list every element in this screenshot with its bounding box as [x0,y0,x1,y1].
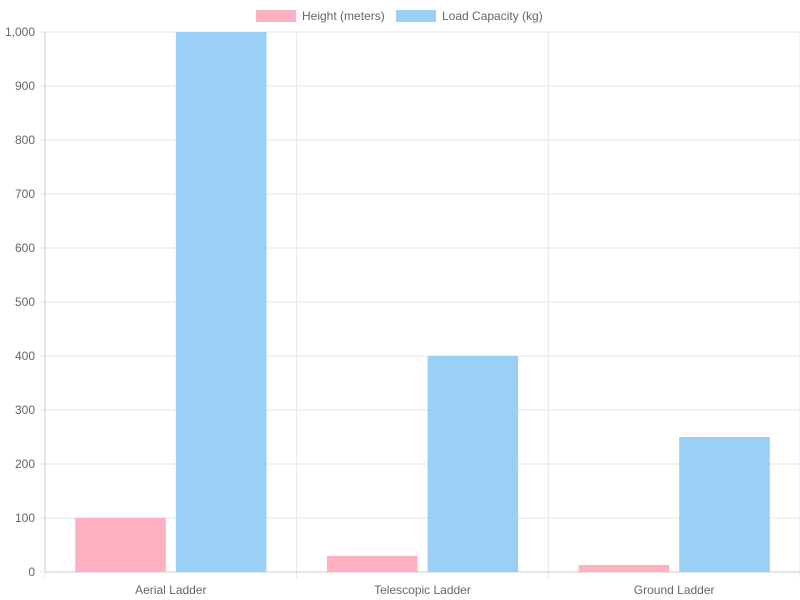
x-tick-label: Telescopic Ladder [374,583,471,597]
y-tick-label: 500 [15,295,35,309]
bars [75,32,770,572]
x-tick-label: Aerial Ladder [135,583,206,597]
bar-load-capacity [175,32,267,572]
y-tick-label: 100 [15,511,35,525]
bar-height [578,564,670,572]
y-tick-label: 300 [15,403,35,417]
legend: Height (meters) Load Capacity (kg) [256,9,543,23]
y-tick-label: 700 [15,187,35,201]
legend-label-height: Height (meters) [302,9,385,23]
y-tick-label: 1,000 [5,25,35,39]
y-tick-label: 800 [15,133,35,147]
y-tick-label: 900 [15,79,35,93]
legend-swatch-load-capacity [396,10,436,22]
y-tick-label: 600 [15,241,35,255]
bar-load-capacity [679,437,770,572]
bar-height [75,518,166,572]
legend-label-load-capacity: Load Capacity (kg) [442,9,543,23]
y-tick-label: 200 [15,457,35,471]
legend-swatch-height [256,10,296,22]
bar-load-capacity [427,356,519,572]
y-tick-label: 0 [28,565,35,579]
y-tick-label: 400 [15,349,35,363]
x-axis: Aerial Ladder Telescopic Ladder Ground Lad… [45,571,800,597]
bar-height [326,555,418,572]
y-axis: 0 100 200 300 400 500 600 700 800 900 1,000 [5,25,46,579]
x-tick-label: Ground Ladder [634,583,715,597]
